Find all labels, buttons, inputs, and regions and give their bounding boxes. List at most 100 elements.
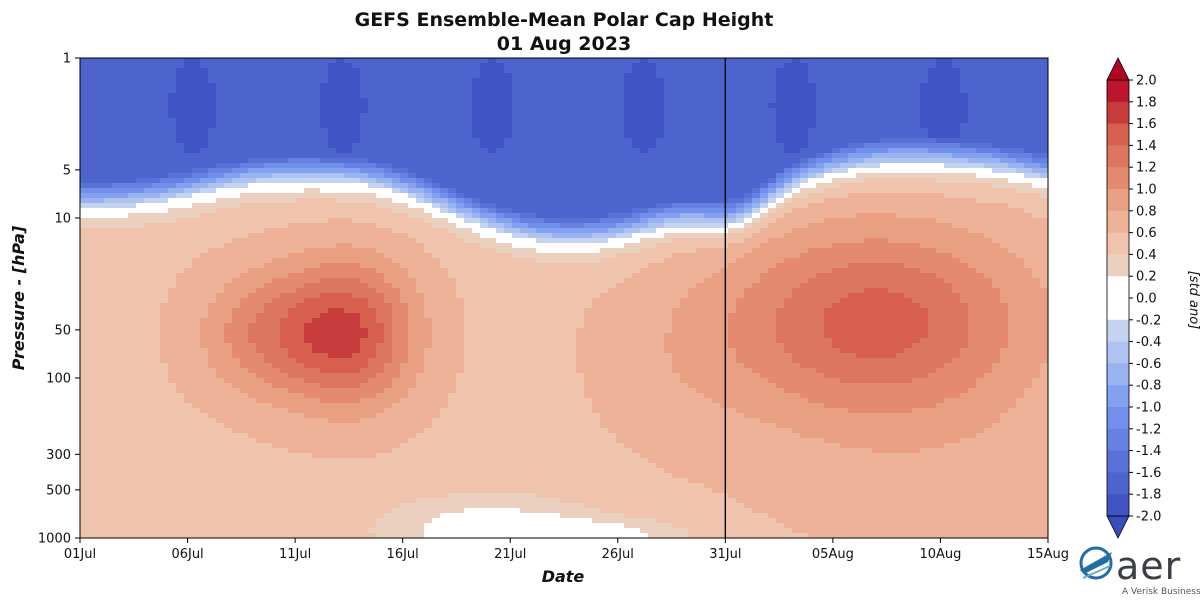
heatmap-cell	[448, 113, 457, 119]
heatmap-cell	[264, 333, 273, 339]
heatmap-cell	[264, 98, 273, 104]
heatmap-cell	[472, 533, 481, 538]
heatmap-cell	[480, 198, 489, 204]
heatmap-cell	[160, 528, 169, 534]
heatmap-cell	[488, 418, 497, 424]
heatmap-cell	[240, 483, 249, 489]
heatmap-cell	[200, 358, 209, 364]
heatmap-cell	[336, 278, 345, 284]
heatmap-cell	[408, 143, 417, 149]
heatmap-cell	[224, 388, 233, 394]
heatmap-cell	[248, 298, 257, 304]
heatmap-cell	[288, 83, 297, 89]
heatmap-cell	[392, 283, 401, 289]
heatmap-cell	[328, 528, 337, 534]
heatmap-cell	[280, 258, 289, 264]
heatmap-cell	[224, 253, 233, 259]
heatmap-cell	[416, 288, 425, 294]
heatmap-cell	[392, 503, 401, 509]
heatmap-cell	[256, 73, 265, 79]
heatmap-cell	[200, 113, 209, 119]
heatmap-cell	[320, 123, 329, 129]
heatmap-cell	[304, 533, 313, 538]
heatmap-cell	[416, 108, 425, 114]
heatmap-cell	[320, 318, 329, 324]
heatmap-cell	[120, 148, 129, 154]
heatmap-cell	[224, 508, 233, 514]
heatmap-cell	[280, 318, 289, 324]
heatmap-cell	[464, 528, 473, 534]
heatmap-cell	[192, 233, 201, 239]
heatmap-cell	[136, 178, 145, 184]
heatmap-cell	[216, 143, 225, 149]
heatmap-cell	[320, 278, 329, 284]
heatmap-cell	[456, 428, 465, 434]
heatmap-cell	[96, 278, 105, 284]
heatmap-cell	[360, 358, 369, 364]
heatmap-cell	[480, 218, 489, 224]
heatmap-cell	[376, 288, 385, 294]
heatmap-cell	[248, 188, 257, 194]
heatmap-cell	[152, 403, 161, 409]
heatmap-cell	[88, 528, 97, 534]
heatmap-cell	[432, 258, 441, 264]
heatmap-cell	[400, 58, 409, 64]
heatmap-cell	[392, 533, 401, 538]
heatmap-cell	[256, 113, 265, 119]
heatmap-cell	[320, 258, 329, 264]
heatmap-cell	[160, 133, 169, 139]
heatmap-cell	[480, 93, 489, 99]
heatmap-cell	[224, 473, 233, 479]
heatmap-cell	[464, 168, 473, 174]
heatmap-cell	[408, 523, 417, 529]
heatmap-cell	[328, 328, 337, 334]
heatmap-cell	[168, 423, 177, 429]
heatmap-cell	[392, 348, 401, 354]
heatmap-cell	[440, 348, 449, 354]
heatmap-cell	[360, 378, 369, 384]
heatmap-cell	[232, 378, 241, 384]
heatmap-cell	[88, 293, 97, 299]
heatmap-cell	[368, 313, 377, 319]
heatmap-cell	[256, 468, 265, 474]
heatmap-cell	[408, 518, 417, 524]
heatmap-cell	[304, 268, 313, 274]
heatmap-cell	[456, 163, 465, 169]
heatmap-cell	[104, 438, 113, 444]
heatmap-cell	[264, 138, 273, 144]
heatmap-cell	[464, 393, 473, 399]
heatmap-cell	[408, 448, 417, 454]
heatmap-cell	[256, 533, 265, 538]
heatmap-cell	[448, 153, 457, 159]
heatmap-cell	[480, 298, 489, 304]
heatmap-cell	[240, 203, 249, 209]
heatmap-cell	[352, 353, 361, 359]
heatmap-cell	[392, 453, 401, 459]
heatmap-cell	[336, 198, 345, 204]
heatmap-cell	[128, 163, 137, 169]
heatmap-cell	[240, 258, 249, 264]
heatmap-cell	[256, 433, 265, 439]
heatmap-cell	[384, 238, 393, 244]
heatmap-cell	[120, 483, 129, 489]
heatmap-cell	[120, 118, 129, 124]
heatmap-cell	[256, 63, 265, 69]
heatmap-cell	[328, 308, 337, 314]
heatmap-cell	[112, 453, 121, 459]
heatmap-cell	[456, 458, 465, 464]
heatmap-cell	[448, 253, 457, 259]
heatmap-cell	[416, 358, 425, 364]
heatmap-cell	[384, 468, 393, 474]
heatmap-cell	[280, 353, 289, 359]
heatmap-cell	[248, 243, 257, 249]
heatmap-cell	[128, 288, 137, 294]
heatmap-cell	[432, 83, 441, 89]
heatmap-cell	[296, 318, 305, 324]
heatmap-cell	[200, 318, 209, 324]
heatmap-cell	[304, 463, 313, 469]
heatmap-cell	[360, 298, 369, 304]
heatmap-cell	[480, 228, 489, 234]
heatmap-cell	[280, 388, 289, 394]
heatmap-cell	[160, 483, 169, 489]
heatmap-cell	[400, 358, 409, 364]
